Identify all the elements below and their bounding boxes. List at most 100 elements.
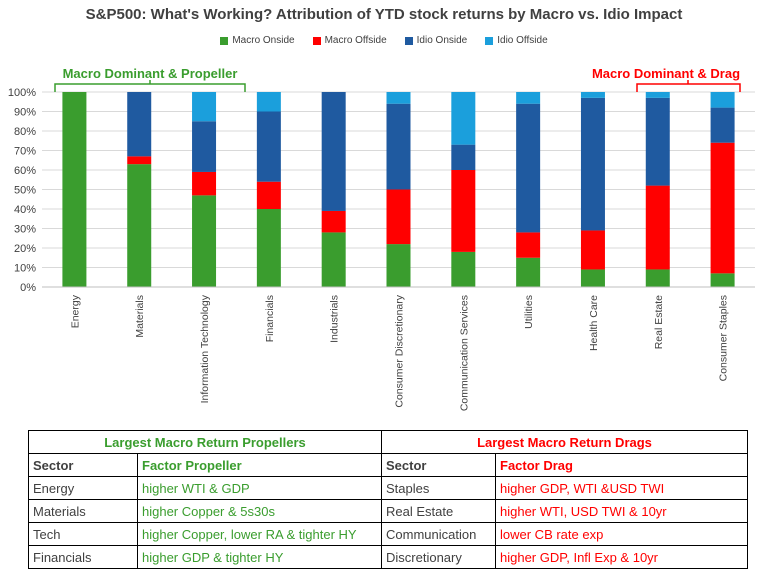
bar-segment bbox=[256, 181, 281, 209]
bar-segment bbox=[256, 111, 281, 182]
x-tick-label: Materials bbox=[134, 295, 146, 338]
bar-segment bbox=[192, 92, 217, 122]
table-row: Materials higher Copper & 5s30s Real Est… bbox=[28, 499, 748, 523]
propeller-factor: higher Copper, lower RA & tighter HY bbox=[137, 522, 382, 546]
drag-factor: higher GDP, WTI &USD TWI bbox=[495, 476, 748, 500]
bar-segment bbox=[127, 156, 152, 165]
drag-sector: Staples bbox=[381, 476, 496, 500]
bar-segment bbox=[516, 92, 541, 104]
bar-segment bbox=[580, 230, 605, 270]
x-tick-label: Real Estate bbox=[653, 295, 665, 349]
table-row: Energy higher WTI & GDP Staples higher G… bbox=[28, 476, 748, 500]
bar-segment bbox=[516, 232, 541, 258]
drag-factor: lower CB rate exp bbox=[495, 522, 748, 546]
bar-segment bbox=[256, 92, 281, 112]
legend-label: Idio Onside bbox=[416, 35, 468, 46]
bar-segment bbox=[386, 103, 411, 190]
drag-sector: Communication bbox=[381, 522, 496, 546]
x-tick-label: Health Care bbox=[588, 295, 600, 351]
bar-segment bbox=[127, 92, 152, 157]
chart: 0% 10% 20% 30% 40% 50% 60% 70% 80% 90% 100% Energy M… bbox=[8, 66, 755, 411]
x-tick-label: Financials bbox=[264, 295, 276, 342]
bar-segment bbox=[386, 244, 411, 287]
drag-factor: higher WTI, USD TWI & 10yr bbox=[495, 499, 748, 523]
bar-segment bbox=[386, 189, 411, 245]
bar-segment bbox=[192, 121, 217, 172]
bar-segment bbox=[645, 185, 670, 270]
attribution-table: Largest Macro Return Propellers Largest … bbox=[28, 430, 748, 569]
y-tick-label: 20% bbox=[14, 243, 36, 255]
chart-title: S&P500: What's Working? Attribution of Y… bbox=[85, 6, 683, 23]
y-tick-label: 90% bbox=[14, 107, 36, 119]
legend-swatch bbox=[312, 36, 321, 45]
bar-segment bbox=[451, 251, 476, 287]
bar-segment bbox=[192, 171, 217, 196]
x-tick-label: Industrials bbox=[329, 295, 341, 343]
table-row: Tech higher Copper, lower RA & tighter H… bbox=[28, 522, 748, 546]
factor-drag-header: Factor Drag bbox=[495, 453, 748, 477]
bar-segment bbox=[710, 273, 735, 287]
y-tick-label: 60% bbox=[14, 165, 36, 177]
drags-title: Largest Macro Return Drags bbox=[381, 430, 748, 454]
propeller-factor: higher WTI & GDP bbox=[137, 476, 382, 500]
drag-sector: Real Estate bbox=[381, 499, 496, 523]
x-tick-label: Communication Services bbox=[458, 295, 470, 411]
bar-segment bbox=[451, 144, 476, 170]
bar-segment bbox=[321, 232, 346, 287]
bar-segment bbox=[192, 195, 217, 287]
propeller-sector: Energy bbox=[28, 476, 138, 500]
propeller-factor: higher GDP & tighter HY bbox=[137, 545, 382, 569]
bar-segment bbox=[645, 92, 670, 98]
y-tick-label: 40% bbox=[14, 204, 36, 216]
bar-segment bbox=[516, 257, 541, 287]
propeller-sector: Tech bbox=[28, 522, 138, 546]
propeller-bracket bbox=[54, 83, 246, 92]
x-tick-label: Energy bbox=[69, 294, 81, 328]
bar-segment bbox=[127, 164, 152, 287]
sector-header: Sector bbox=[28, 453, 138, 477]
y-tick-label: 100% bbox=[8, 87, 36, 99]
x-tick-label: Consumer Discretionary bbox=[394, 294, 406, 407]
legend-label: Macro Onside bbox=[232, 35, 295, 46]
bar-segment bbox=[645, 269, 670, 287]
legend-item: Macro Offside bbox=[312, 35, 387, 46]
bar-segment bbox=[321, 210, 346, 233]
drag-annotation: Macro Dominant & Drag bbox=[592, 66, 740, 81]
propeller-sector: Materials bbox=[28, 499, 138, 523]
table-row: Financials higher GDP & tighter HY Discr… bbox=[28, 545, 748, 569]
bar-segment bbox=[580, 97, 605, 231]
legend-item: Macro Onside bbox=[220, 35, 295, 46]
x-tick-label: Consumer Staples bbox=[718, 295, 730, 381]
legend-label: Idio Offside bbox=[497, 35, 548, 46]
legend-label: Macro Offside bbox=[324, 35, 387, 46]
factor-propeller-header: Factor Propeller bbox=[137, 453, 382, 477]
legend-swatch bbox=[404, 36, 413, 45]
sector-header-2: Sector bbox=[381, 453, 496, 477]
legend-swatch bbox=[220, 36, 229, 45]
propeller-sector: Financials bbox=[28, 545, 138, 569]
y-tick-label: 0% bbox=[20, 282, 36, 294]
bar-segment bbox=[386, 92, 411, 104]
x-tick-label: Information Technology bbox=[199, 294, 211, 403]
y-tick-label: 50% bbox=[14, 185, 36, 197]
y-tick-label: 30% bbox=[14, 224, 36, 236]
legend-item: Idio Offside bbox=[485, 35, 548, 46]
y-tick-label: 70% bbox=[14, 146, 36, 158]
bar-segment bbox=[710, 107, 735, 143]
propeller-factor: higher Copper & 5s30s bbox=[137, 499, 382, 523]
legend-item: Idio Onside bbox=[404, 35, 468, 46]
bar-segment bbox=[451, 170, 476, 252]
legend: Macro Onside Macro Offside Idio Onside Idio… bbox=[0, 35, 768, 46]
bar-segment bbox=[710, 92, 735, 108]
propeller-annotation: Macro Dominant & Propeller bbox=[63, 66, 238, 81]
bar-segment bbox=[62, 92, 87, 287]
y-tick-label: 10% bbox=[14, 263, 36, 275]
bar-segment bbox=[516, 103, 541, 233]
propellers-title: Largest Macro Return Propellers bbox=[28, 430, 382, 454]
bar-segment bbox=[256, 209, 281, 287]
bar-segment bbox=[645, 97, 670, 186]
bar-segment bbox=[321, 92, 346, 211]
drag-sector: Discretionary bbox=[381, 545, 496, 569]
x-tick-label: Utilities bbox=[523, 295, 535, 329]
bar-segment bbox=[580, 269, 605, 287]
